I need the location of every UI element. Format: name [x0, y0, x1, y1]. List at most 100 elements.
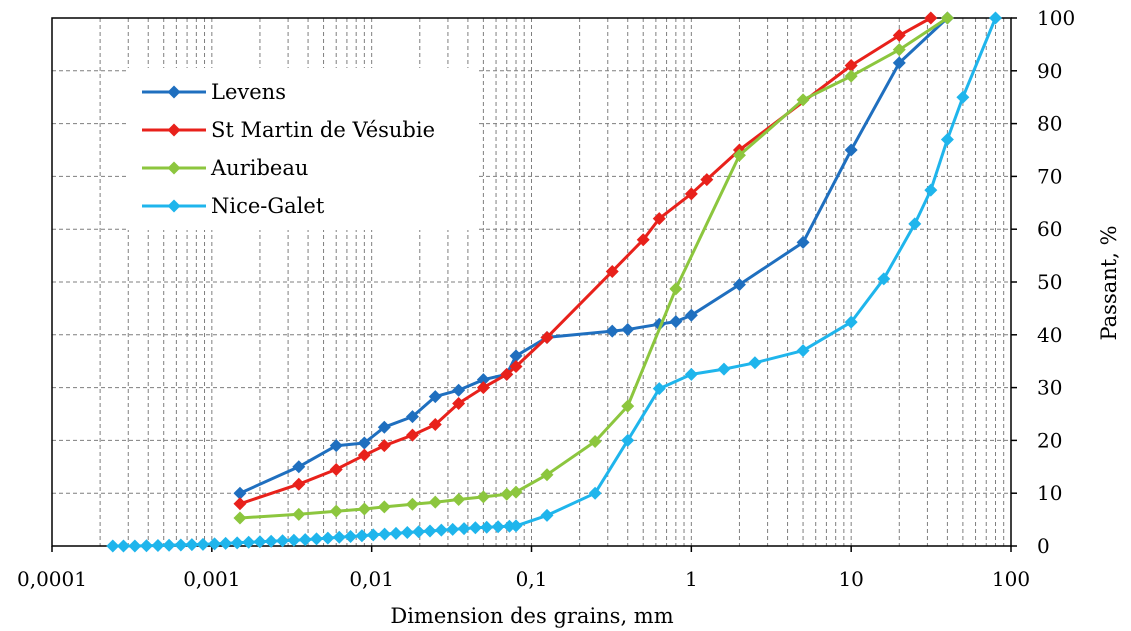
legend-marker	[167, 161, 181, 175]
legend-marker	[167, 199, 181, 213]
data-point	[940, 11, 954, 25]
x-tick-labels: 0,0001 0,001 0,01 0,1 1 10 100	[17, 567, 1030, 591]
data-point	[405, 428, 419, 442]
data-point	[468, 521, 482, 535]
y-tick-label: 90	[1037, 59, 1062, 83]
data-point	[366, 528, 380, 542]
data-point	[116, 539, 130, 553]
x-tick-label: 1	[685, 567, 698, 591]
data-point	[378, 527, 392, 541]
data-point	[717, 362, 731, 376]
data-point	[509, 485, 523, 499]
data-point	[940, 132, 954, 146]
y-tick-label: 20	[1037, 428, 1062, 452]
data-point	[287, 533, 301, 547]
data-point	[844, 59, 858, 73]
data-point	[452, 396, 466, 410]
series-2	[233, 11, 954, 525]
data-point	[389, 526, 403, 540]
data-point	[428, 390, 442, 404]
data-point	[428, 495, 442, 509]
data-point	[509, 359, 523, 373]
data-point	[242, 535, 256, 549]
data-point	[329, 439, 343, 453]
legend-label: Levens	[211, 80, 286, 104]
x-tick-label: 0,0001	[17, 567, 87, 591]
data-point	[796, 235, 810, 249]
data-point	[924, 183, 938, 197]
data-point	[298, 533, 312, 547]
data-point	[332, 530, 346, 544]
series-line	[239, 16, 949, 495]
data-point	[377, 439, 391, 453]
data-point	[500, 487, 514, 501]
data-point	[684, 367, 698, 381]
data-point	[540, 468, 554, 482]
x-tick-label: 0,1	[516, 567, 548, 591]
data-point	[684, 308, 698, 322]
data-point	[636, 233, 650, 247]
data-point	[233, 511, 247, 525]
legend-label: Nice-Galet	[211, 194, 325, 218]
data-point	[732, 148, 746, 162]
data-series	[106, 11, 1003, 553]
data-point	[605, 264, 619, 278]
data-point	[292, 460, 306, 474]
y-tick-label: 100	[1037, 6, 1075, 30]
x-tick-label: 100	[992, 567, 1030, 591]
data-point	[329, 504, 343, 518]
data-point	[796, 93, 810, 107]
data-point	[233, 497, 247, 511]
data-point	[292, 507, 306, 521]
legend-label: St Martin de Vésubie	[211, 118, 435, 142]
data-point	[908, 217, 922, 231]
data-point	[310, 532, 324, 546]
data-point	[476, 381, 490, 395]
data-point	[128, 539, 142, 553]
data-point	[162, 538, 176, 552]
x-tick-label: 0,01	[349, 567, 394, 591]
data-point	[208, 537, 222, 551]
data-point	[476, 490, 490, 504]
data-point	[588, 486, 602, 500]
data-point	[700, 173, 714, 187]
legend-label: Auribeau	[210, 156, 308, 180]
data-point	[540, 330, 554, 344]
data-point	[428, 418, 442, 432]
data-point	[669, 282, 683, 296]
data-point	[892, 43, 906, 57]
data-point	[412, 525, 426, 539]
x-tick-label: 0,001	[183, 567, 240, 591]
data-point	[355, 529, 369, 543]
data-point	[652, 212, 666, 226]
data-point	[434, 523, 448, 537]
data-point	[357, 436, 371, 450]
data-point	[844, 143, 858, 157]
legend-marker	[167, 123, 181, 137]
data-point	[491, 520, 505, 534]
data-point	[684, 187, 698, 201]
data-point	[405, 497, 419, 511]
data-point	[151, 538, 165, 552]
data-point	[106, 539, 120, 553]
data-point	[230, 536, 244, 550]
data-point	[357, 502, 371, 516]
data-point	[452, 493, 466, 507]
y-axis-title: Passant, %	[1097, 225, 1121, 340]
y-tick-label: 0	[1037, 534, 1050, 558]
y-tick-labels: 0 10 20 30 40 50 60 70 80 90 100	[1037, 6, 1075, 558]
data-point	[196, 537, 210, 551]
y-tick-label: 40	[1037, 323, 1062, 347]
data-point	[500, 367, 514, 381]
data-point	[748, 356, 762, 370]
data-point	[185, 538, 199, 552]
data-point	[844, 69, 858, 83]
data-point	[457, 522, 471, 536]
data-point	[423, 524, 437, 538]
data-point	[652, 382, 666, 396]
data-point	[605, 324, 619, 338]
data-point	[476, 373, 490, 387]
series-1	[233, 11, 938, 511]
x-tick-label: 10	[838, 567, 863, 591]
data-point	[621, 323, 635, 337]
